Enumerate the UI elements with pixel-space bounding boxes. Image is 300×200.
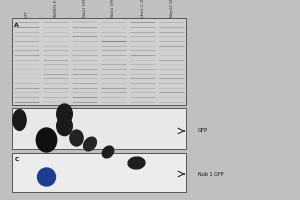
Bar: [12, 18, 186, 105]
Text: C: C: [14, 157, 19, 162]
Text: GIT: GIT: [25, 10, 28, 17]
Ellipse shape: [102, 146, 114, 158]
Ellipse shape: [70, 130, 83, 146]
Ellipse shape: [84, 137, 96, 151]
Ellipse shape: [13, 110, 26, 130]
Text: Urm1-C-GFP: Urm1-C-GFP: [140, 0, 145, 17]
Text: Nub1 GFP: Nub1 GFP: [82, 0, 86, 17]
Text: Nub1 GFP: Nub1 GFP: [112, 0, 116, 17]
Text: B: B: [14, 112, 19, 117]
Bar: [12, 153, 186, 192]
Ellipse shape: [57, 116, 72, 136]
Ellipse shape: [36, 128, 57, 152]
Ellipse shape: [128, 157, 145, 169]
Text: SUMO1-P-GFP: SUMO1-P-GFP: [53, 0, 58, 17]
Ellipse shape: [38, 168, 56, 186]
Text: GFP: GFP: [198, 129, 208, 134]
Ellipse shape: [57, 104, 72, 124]
Text: Nub 1 GFP: Nub 1 GFP: [198, 171, 224, 176]
Bar: [12, 108, 186, 149]
Text: A: A: [14, 23, 19, 28]
Text: Nep12 GFP: Nep12 GFP: [169, 0, 173, 17]
